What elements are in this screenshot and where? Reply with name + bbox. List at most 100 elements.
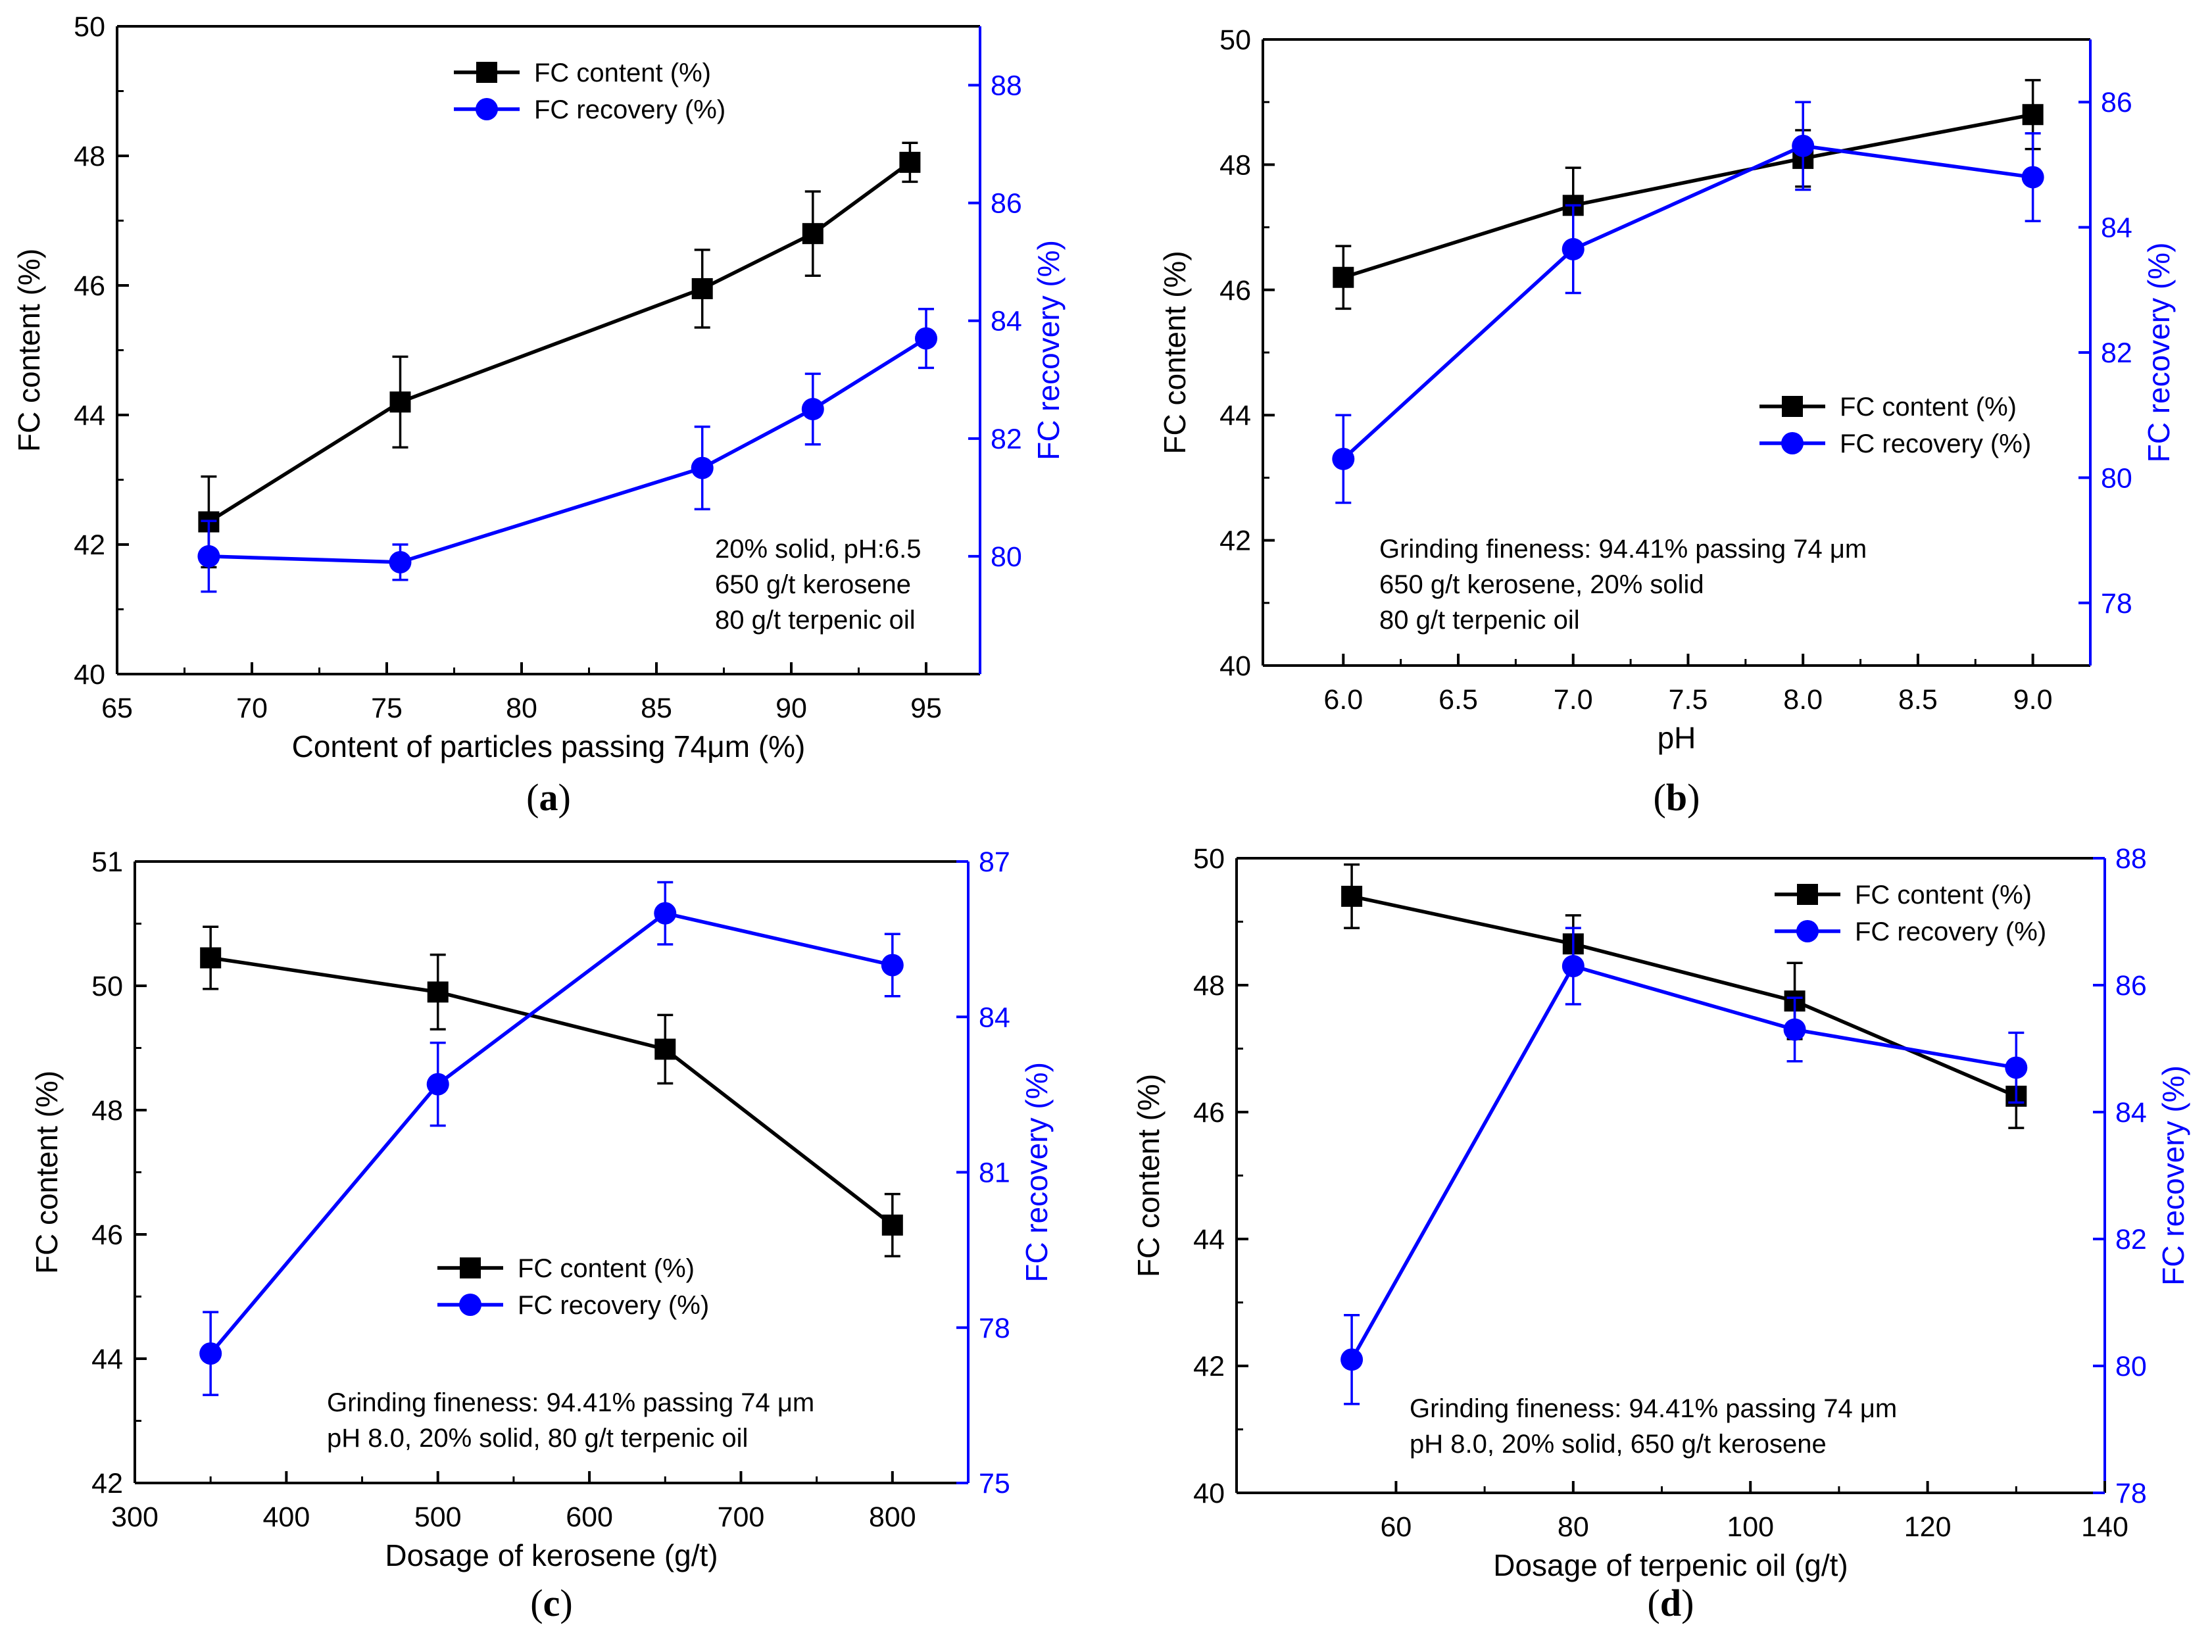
y-tick-label: 42 bbox=[1193, 1351, 1225, 1382]
y2-axis-label: FC recovery (%) bbox=[2142, 243, 2176, 463]
x-tick-label: 70 bbox=[236, 692, 268, 724]
panel-caption: (c) bbox=[530, 1582, 572, 1624]
y2-tick-label: 86 bbox=[991, 188, 1022, 220]
annotation: Grinding fineness: 94.41% passing 74 μm 6… bbox=[1379, 535, 1867, 635]
panel-caption: (a) bbox=[526, 776, 571, 819]
legend-square-marker bbox=[460, 1257, 481, 1278]
y-tick-label: 46 bbox=[1193, 1097, 1225, 1129]
y-tick-label: 50 bbox=[1193, 843, 1225, 875]
panel-caption: (b) bbox=[1654, 776, 1700, 819]
y2-tick-label: 84 bbox=[991, 306, 1022, 337]
x-axis-label: Dosage of kerosene (g/t) bbox=[385, 1538, 718, 1572]
series-line bbox=[210, 956, 894, 1227]
y2-tick-label: 75 bbox=[979, 1468, 1010, 1499]
y2-tick-label: 78 bbox=[979, 1313, 1010, 1344]
data-point bbox=[1340, 1348, 1364, 1371]
x-axis-label: Content of particles passing 74μm (%) bbox=[292, 729, 806, 764]
x-tick-label: 7.5 bbox=[1669, 684, 1708, 716]
y2-tick-label: 78 bbox=[2101, 588, 2132, 620]
data-point bbox=[881, 954, 904, 977]
x-tick-label: 8.0 bbox=[1783, 684, 1823, 716]
data-point bbox=[691, 278, 713, 299]
y-tick-label: 40 bbox=[74, 659, 105, 691]
y-tick-label: 50 bbox=[74, 11, 105, 43]
y-tick-label: 50 bbox=[91, 971, 123, 1002]
x-tick-label: 95 bbox=[910, 692, 942, 724]
legend-circle-marker bbox=[459, 1294, 481, 1316]
annotation-line: 80 g/t terpenic oil bbox=[715, 606, 916, 635]
y2-tick-label: 88 bbox=[991, 70, 1022, 102]
x-tick-label: 500 bbox=[414, 1501, 462, 1533]
legend: FC content (%) FC recovery (%) bbox=[1775, 881, 2046, 946]
y2-tick-label: 80 bbox=[991, 541, 1022, 573]
y2-tick-label: 80 bbox=[2101, 462, 2132, 494]
data-point bbox=[915, 327, 937, 350]
x-tick-label: 90 bbox=[775, 692, 807, 724]
annotation: Grinding fineness: 94.41% passing 74 μm p… bbox=[327, 1388, 814, 1453]
annotation-line: 20% solid, pH:6.5 bbox=[715, 535, 922, 564]
annotation-line: Grinding fineness: 94.41% passing 74 μm bbox=[327, 1388, 814, 1417]
y-tick-label: 44 bbox=[91, 1344, 123, 1375]
y-axis-label: FC content (%) bbox=[12, 249, 46, 452]
y-tick-label: 44 bbox=[1193, 1224, 1225, 1255]
chart-panel-b: 6.0 6.5 7.0 7.5 8.0 8.5 9.0 40 42 44 46 48 50 78 80 82 8… bbox=[1158, 24, 2176, 819]
data-point bbox=[1783, 1018, 1806, 1041]
series-fc-recovery bbox=[1340, 927, 2028, 1405]
data-point bbox=[654, 902, 677, 925]
y2-tick-label: 82 bbox=[2101, 337, 2132, 369]
y2-tick-label: 87 bbox=[979, 846, 1010, 878]
x-tick-label: 140 bbox=[2081, 1511, 2128, 1543]
x-tick-label: 600 bbox=[566, 1501, 613, 1533]
legend-label: FC recovery (%) bbox=[1840, 429, 2031, 458]
y-tick-label: 46 bbox=[1219, 275, 1251, 306]
annotation: Grinding fineness: 94.41% passing 74 μm p… bbox=[1410, 1394, 1897, 1459]
annotation-line: 650 g/t kerosene, 20% solid bbox=[1379, 570, 1704, 599]
y2-tick-label: 78 bbox=[2115, 1478, 2147, 1509]
data-point bbox=[802, 223, 823, 245]
series-line bbox=[209, 911, 893, 1355]
series-line bbox=[209, 337, 927, 564]
annotation-line: pH 8.0, 20% solid, 650 g/t kerosene bbox=[1410, 1430, 1827, 1459]
chart-panel-d: 60 80 100 120 140 40 42 44 46 48 50 78 80 82 84 86 88 Dos… bbox=[1131, 843, 2190, 1624]
annotation-line: 650 g/t kerosene bbox=[715, 570, 911, 599]
y-tick-label: 42 bbox=[91, 1468, 123, 1499]
y-tick-label: 46 bbox=[74, 270, 105, 302]
y-tick-label: 48 bbox=[74, 141, 105, 172]
y-tick-label: 48 bbox=[1219, 149, 1251, 181]
y2-axis-label: FC recovery (%) bbox=[1020, 1062, 1054, 1282]
data-point bbox=[1561, 237, 1585, 260]
legend-label: FC content (%) bbox=[518, 1254, 695, 1283]
y2-axis-label: FC recovery (%) bbox=[1031, 240, 1066, 460]
x-tick-label: 300 bbox=[111, 1501, 159, 1533]
series-line bbox=[1342, 144, 2034, 460]
series-line bbox=[207, 160, 912, 523]
x-tick-label: 700 bbox=[718, 1501, 765, 1533]
y-tick-label: 44 bbox=[74, 400, 105, 431]
y-axis-label: FC content (%) bbox=[1131, 1074, 1166, 1277]
data-point bbox=[1561, 955, 1585, 978]
data-point bbox=[1332, 447, 1355, 470]
x-tick-label: 100 bbox=[1727, 1511, 1774, 1543]
legend-label: FC content (%) bbox=[1840, 393, 2017, 422]
y2-tick-label: 80 bbox=[2115, 1351, 2147, 1382]
x-tick-label: 85 bbox=[641, 692, 672, 724]
y2-tick-label: 86 bbox=[2115, 970, 2147, 1002]
legend-label: FC recovery (%) bbox=[518, 1291, 709, 1320]
data-point bbox=[899, 151, 921, 173]
series-line bbox=[1342, 112, 2034, 279]
x-tick-label: 800 bbox=[869, 1501, 916, 1533]
data-point bbox=[426, 1073, 449, 1096]
x-tick-label: 80 bbox=[1558, 1511, 1589, 1543]
data-point bbox=[389, 550, 412, 573]
data-point bbox=[881, 1214, 903, 1236]
x-tick-label: 9.0 bbox=[2013, 684, 2053, 716]
series-fc-content bbox=[1333, 79, 2044, 310]
legend-square-marker bbox=[1782, 396, 1803, 417]
y2-tick-label: 81 bbox=[979, 1157, 1010, 1189]
y-tick-label: 42 bbox=[74, 529, 105, 561]
y2-axis-label: FC recovery (%) bbox=[2156, 1065, 2190, 1286]
x-tick-label: 400 bbox=[262, 1501, 310, 1533]
series-fc-recovery bbox=[197, 308, 937, 593]
x-tick-label: 8.5 bbox=[1898, 684, 1938, 716]
legend-label: FC content (%) bbox=[1855, 881, 2032, 910]
